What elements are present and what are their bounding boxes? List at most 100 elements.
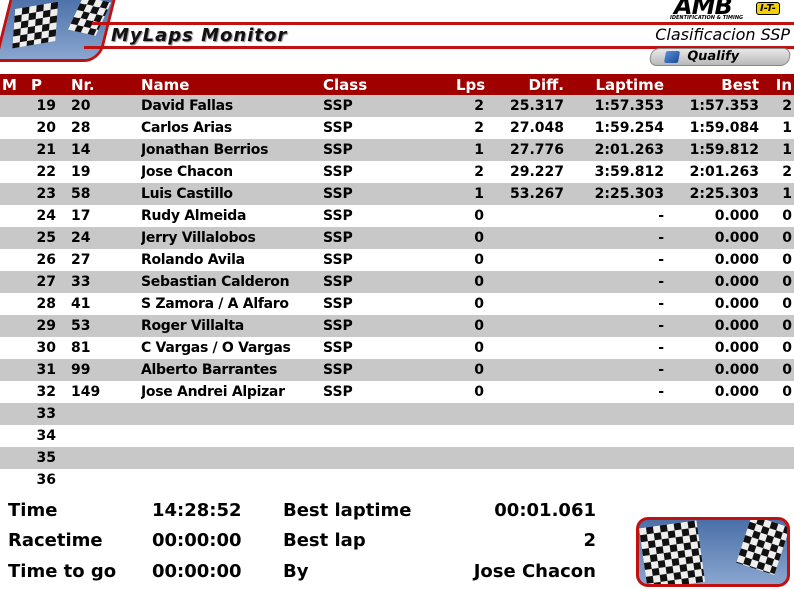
cell-best: 0.000 xyxy=(714,252,759,268)
cell-lap: 1:59.254 xyxy=(594,120,664,136)
best-laptime-label: Best laptime xyxy=(283,500,412,521)
cell-m xyxy=(0,227,24,249)
cell-diff xyxy=(484,403,564,425)
cell-lps: 0 xyxy=(474,252,484,268)
col-in[interactable]: In xyxy=(759,74,794,95)
table-row[interactable]: 30 81 C Vargas / O Vargas SSP 0 - 0.000 0 xyxy=(0,337,794,359)
cell-m xyxy=(0,271,24,293)
cell-p: 25 xyxy=(24,227,56,249)
results-table: M P Nr. Name Class Lps Diff. Laptime Bes… xyxy=(0,74,794,491)
table-row[interactable]: 22 19 Jose Chacon SSP 2 29.227 3:59.812 2:01.26… xyxy=(0,161,794,183)
table-row[interactable]: 23 58 Luis Castillo SSP 1 53.267 2:25.303 2:25.… xyxy=(0,183,794,205)
cell-m xyxy=(0,337,24,359)
cell-lap xyxy=(564,403,664,425)
cell-in: 0 xyxy=(759,227,794,249)
cell-cls: SSP xyxy=(323,271,456,293)
cell-name xyxy=(141,469,323,491)
table-row[interactable]: 19 20 David Fallas SSP 2 25.317 1:57.353 1:57.3… xyxy=(0,95,794,117)
cell-lap: - xyxy=(658,384,664,400)
table-row[interactable]: 36 xyxy=(0,469,794,491)
cell-diff xyxy=(484,359,564,381)
table-row[interactable]: 20 28 Carlos Arias SSP 2 27.048 1:59.254 1:59.0… xyxy=(0,117,794,139)
cell-lap xyxy=(564,425,664,447)
col-p[interactable]: P xyxy=(24,74,56,95)
cell-best: 0.000 xyxy=(714,340,759,356)
cell-nr: 19 xyxy=(71,164,91,180)
cell-name: Carlos Arias xyxy=(141,120,232,136)
table-row[interactable]: 32 149 Jose Andrei Alpizar SSP 0 - 0.000 0 xyxy=(0,381,794,403)
table-row[interactable]: 29 53 Roger Villalta SSP 0-0.000 0 xyxy=(0,315,794,337)
cell-cls: SSP xyxy=(323,95,456,117)
col-m[interactable]: M xyxy=(0,74,24,95)
cell-best xyxy=(664,447,759,469)
cell-lap: - xyxy=(658,340,664,356)
cell-lap: 1:57.353 xyxy=(564,95,664,117)
cell-p: 33 xyxy=(24,403,56,425)
cell-cls: SSP xyxy=(323,340,353,356)
cell-in: 0 xyxy=(759,359,794,381)
cell-nr xyxy=(56,469,141,491)
cell-name xyxy=(141,403,323,425)
cell-name: Jonathan Berrios xyxy=(141,139,323,161)
computer-icon xyxy=(663,51,681,63)
cell-best: 0.000 xyxy=(714,384,759,400)
table-row[interactable]: 31 99 Alberto Barrantes SSP 0-0.000 0 xyxy=(0,359,794,381)
table-row[interactable]: 35 xyxy=(0,447,794,469)
cell-diff: 27.776 xyxy=(484,139,564,161)
cell-in: 0 xyxy=(759,271,794,293)
cell-lap: 3:59.812 xyxy=(594,164,664,180)
col-diff[interactable]: Diff. xyxy=(484,74,564,95)
cell-p: 35 xyxy=(24,447,56,469)
cell-nr: 28 xyxy=(71,120,91,136)
cell-name: Rolando Avila xyxy=(141,252,245,268)
cell-cls: SSP xyxy=(323,183,456,205)
cell-nr: 53 xyxy=(56,315,141,337)
cell-diff: 27.048 xyxy=(509,120,564,136)
table-row[interactable]: 26 27 Rolando Avila SSP 0 - 0.000 0 xyxy=(0,249,794,271)
cell-diff: 25.317 xyxy=(484,95,564,117)
cell-diff xyxy=(484,381,564,403)
cell-in: 2 xyxy=(782,164,792,180)
cell-nr: 24 xyxy=(56,227,141,249)
col-best[interactable]: Best xyxy=(664,74,759,95)
cell-nr: 33 xyxy=(56,271,141,293)
best-lap-value: 2 xyxy=(583,530,596,551)
by-value: Jose Chacon xyxy=(473,561,596,582)
cell-in: 1 xyxy=(759,139,794,161)
racetime-label: Racetime xyxy=(8,530,103,551)
cell-cls xyxy=(323,469,456,491)
session-qualify-button[interactable]: Qualify xyxy=(648,48,792,66)
cell-in xyxy=(759,447,794,469)
col-class[interactable]: Class xyxy=(323,74,456,95)
cell-m xyxy=(0,139,24,161)
cell-lps: 0 xyxy=(456,359,484,381)
cell-nr: 81 xyxy=(71,340,91,356)
cell-lps: 0 xyxy=(456,227,484,249)
table-row[interactable]: 24 17 Rudy Almeida SSP 0 - 0.000 0 xyxy=(0,205,794,227)
cell-cls: SSP xyxy=(323,384,353,400)
cell-best: 1:59.812 xyxy=(664,139,759,161)
col-nr[interactable]: Nr. xyxy=(56,74,141,95)
checkered-flag-image xyxy=(636,517,790,587)
col-name[interactable]: Name xyxy=(141,74,323,95)
cell-lps: 0 xyxy=(474,384,484,400)
col-laptime[interactable]: Laptime xyxy=(564,74,664,95)
table-row[interactable]: 21 14 Jonathan Berrios SSP 1 27.776 2:01.263 1:… xyxy=(0,139,794,161)
cell-name: Roger Villalta xyxy=(141,315,323,337)
table-row[interactable]: 25 24 Jerry Villalobos SSP 0-0.000 0 xyxy=(0,227,794,249)
cell-cls: SSP xyxy=(323,296,353,312)
cell-cls: SSP xyxy=(323,208,353,224)
cell-lap xyxy=(564,447,664,469)
cell-in: 0 xyxy=(782,340,792,356)
table-row[interactable]: 34 xyxy=(0,425,794,447)
table-row[interactable]: 27 33 Sebastian Calderon SSP 0-0.000 0 xyxy=(0,271,794,293)
cell-m xyxy=(0,249,24,271)
cell-lap xyxy=(564,469,664,491)
cell-diff xyxy=(484,447,564,469)
col-lps[interactable]: Lps xyxy=(456,74,486,95)
cell-cls xyxy=(323,403,456,425)
cell-p: 22 xyxy=(36,164,56,180)
cell-best: 0.000 xyxy=(664,227,759,249)
table-row[interactable]: 33 xyxy=(0,403,794,425)
table-row[interactable]: 28 41 S Zamora / A Alfaro SSP 0 - 0.000 0 xyxy=(0,293,794,315)
